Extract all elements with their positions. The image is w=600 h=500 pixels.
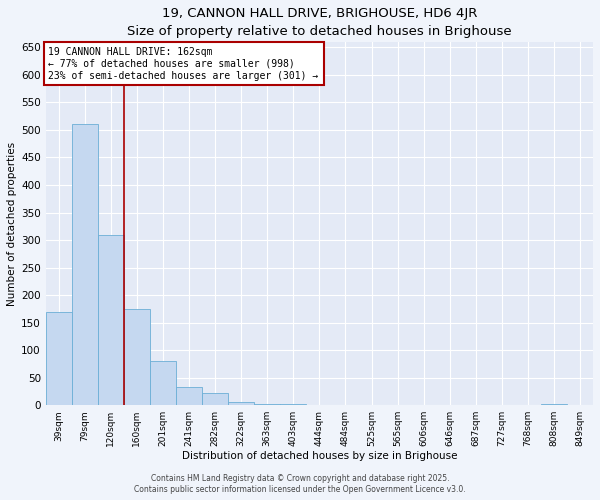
Bar	[72, 124, 98, 405]
Bar	[228, 402, 254, 405]
Text: Contains HM Land Registry data © Crown copyright and database right 2025.: Contains HM Land Registry data © Crown c…	[151, 474, 449, 483]
Bar	[307, 404, 332, 405]
Bar	[202, 393, 228, 405]
Bar	[150, 361, 176, 405]
Bar	[176, 387, 202, 405]
Bar	[46, 312, 72, 405]
Bar	[124, 309, 150, 405]
Bar	[98, 234, 124, 405]
Text: Contains public sector information licensed under the Open Government Licence v3: Contains public sector information licen…	[134, 486, 466, 494]
Title: 19, CANNON HALL DRIVE, BRIGHOUSE, HD6 4JR
Size of property relative to detached : 19, CANNON HALL DRIVE, BRIGHOUSE, HD6 4J…	[127, 7, 512, 38]
Bar	[332, 404, 358, 405]
Bar	[254, 404, 280, 405]
Y-axis label: Number of detached properties: Number of detached properties	[7, 142, 17, 306]
Bar	[541, 404, 567, 405]
X-axis label: Distribution of detached houses by size in Brighouse: Distribution of detached houses by size …	[182, 450, 457, 460]
Bar	[567, 404, 593, 405]
Text: 19 CANNON HALL DRIVE: 162sqm
← 77% of detached houses are smaller (998)
23% of s: 19 CANNON HALL DRIVE: 162sqm ← 77% of de…	[49, 48, 319, 80]
Bar	[280, 404, 307, 405]
